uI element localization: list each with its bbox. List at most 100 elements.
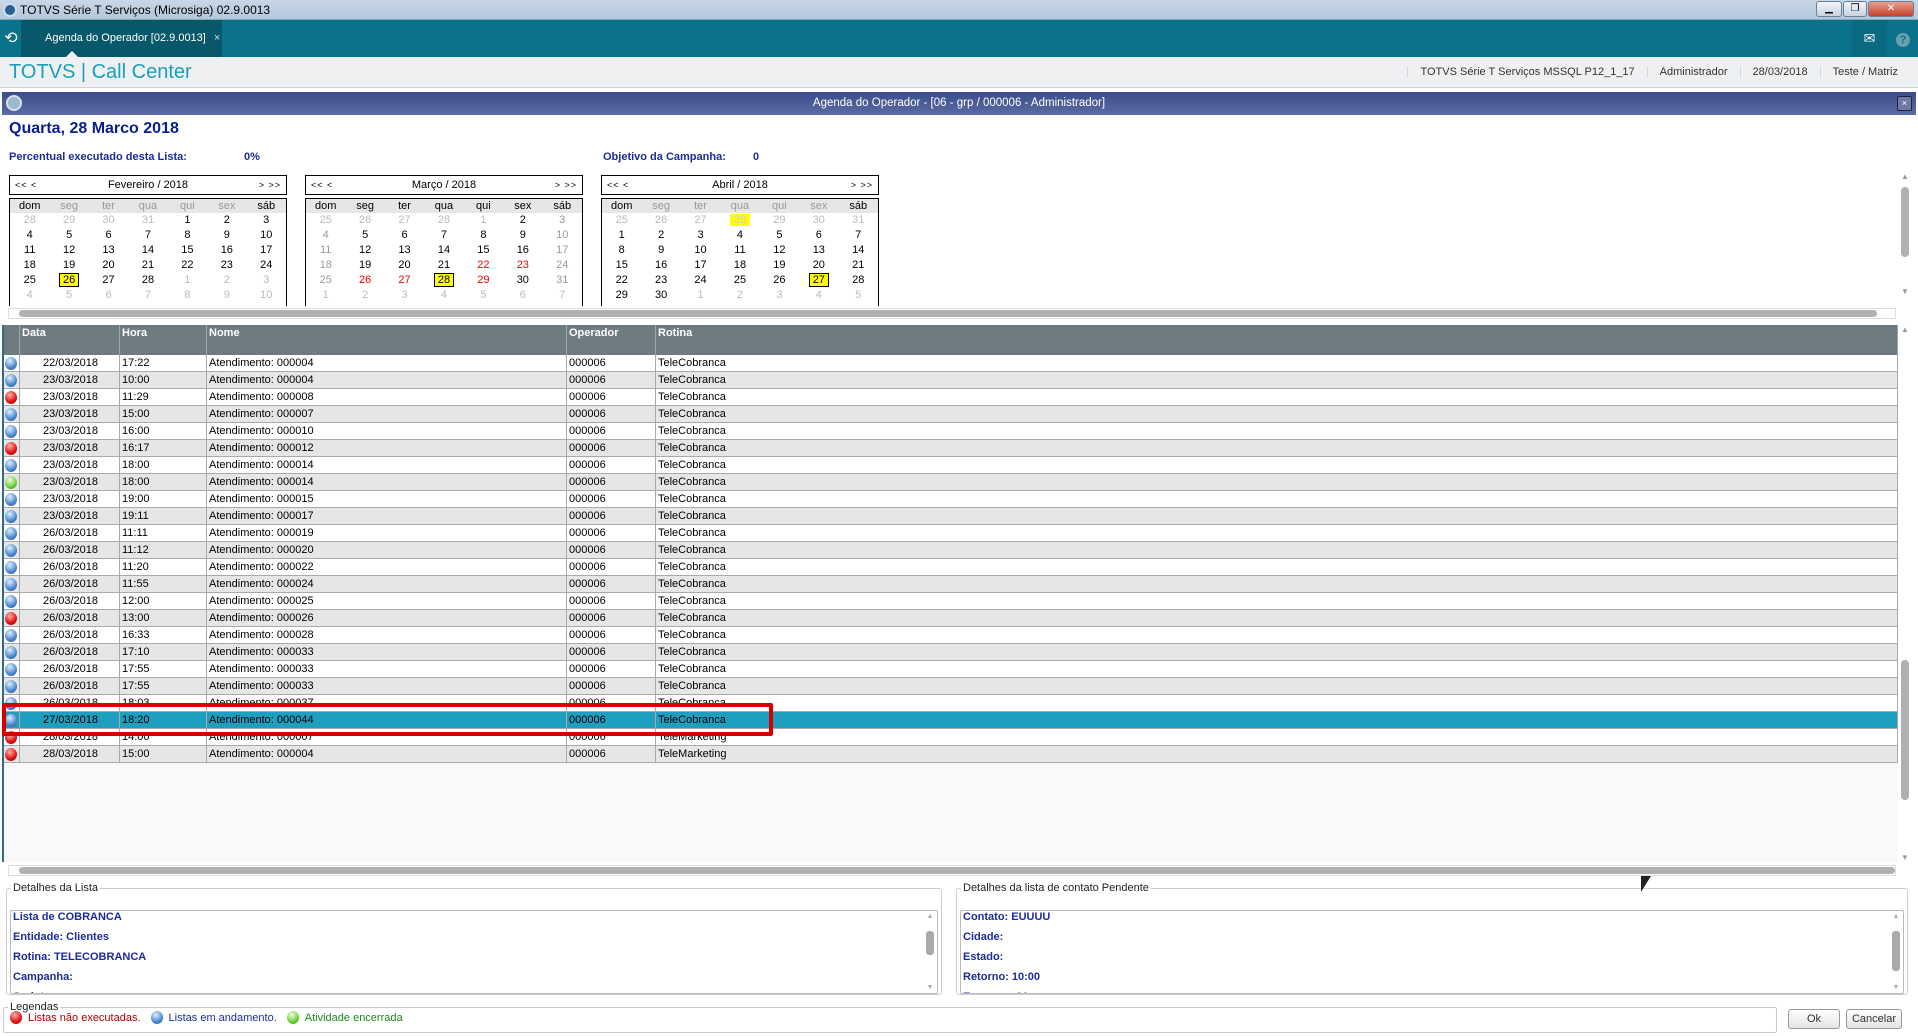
table-row[interactable]: 22/03/2018 17:22 Atendimento: 000004 000006…	[4, 355, 1898, 372]
calendar-day[interactable]: 16	[207, 243, 246, 258]
calendar-day[interactable]: 19	[345, 258, 384, 273]
calendar-day[interactable]: 21	[839, 258, 878, 273]
tab-agenda-operador[interactable]: Agenda do Operador [02.9.0013] ×	[21, 20, 222, 57]
calendar-day[interactable]: 1	[168, 213, 207, 228]
calendar-day[interactable]: 23	[641, 273, 680, 288]
column-header-status[interactable]	[4, 325, 20, 355]
calendar-day[interactable]: 18	[10, 258, 49, 273]
table-row[interactable]: 26/03/2018 17:55 Atendimento: 000033 000006…	[4, 661, 1898, 678]
table-row[interactable]: 23/03/2018 10:00 Atendimento: 000004 000006…	[4, 372, 1898, 389]
calendar-day[interactable]: 14	[839, 243, 878, 258]
table-row[interactable]: 23/03/2018 16:00 Atendimento: 000010 000006…	[4, 423, 1898, 440]
calendar-day[interactable]: 11	[720, 243, 759, 258]
calendar-vertical-scrollbar[interactable]: ▲ ▼	[1901, 172, 1909, 296]
calendar-day[interactable]: 4	[10, 288, 49, 303]
next-month-button[interactable]: >	[258, 180, 269, 190]
calendar-day[interactable]: 27	[385, 273, 424, 288]
calendar-day[interactable]: 15	[168, 243, 207, 258]
calendar-day[interactable]: 1	[464, 213, 503, 228]
calendar-day[interactable]: 22	[464, 258, 503, 273]
calendar-day[interactable]: 17	[247, 243, 286, 258]
calendar-day[interactable]: 3	[385, 288, 424, 303]
calendar-day[interactable]: 27	[89, 273, 128, 288]
calendar-day[interactable]: 28	[720, 213, 759, 228]
calendar-day[interactable]: 22	[602, 273, 641, 288]
calendar-day[interactable]: 30	[503, 273, 542, 288]
calendar-day[interactable]: 27	[681, 213, 720, 228]
calendar-day[interactable]: 4	[10, 228, 49, 243]
cancel-button[interactable]: Cancelar	[1846, 1009, 1902, 1029]
calendar-day[interactable]: 23	[207, 258, 246, 273]
table-vertical-scrollbar[interactable]: ▲ ▼	[1901, 325, 1909, 862]
table-row[interactable]: 26/03/2018 17:55 Atendimento: 000033 000006…	[4, 678, 1898, 695]
minimize-button[interactable]: ▁	[1816, 1, 1842, 17]
calendar-day[interactable]: 16	[641, 258, 680, 273]
calendar-day[interactable]: 17	[543, 243, 582, 258]
calendar-day[interactable]: 20	[385, 258, 424, 273]
calendar-day[interactable]: 12	[49, 243, 88, 258]
calendar-day[interactable]: 25	[306, 213, 345, 228]
column-header-data[interactable]: Data	[20, 325, 120, 355]
calendar-day[interactable]: 19	[760, 258, 799, 273]
calendar-day[interactable]: 6	[385, 228, 424, 243]
calendar-day[interactable]: 4	[306, 228, 345, 243]
table-row[interactable]: 26/03/2018 13:00 Atendimento: 000026 000006…	[4, 610, 1898, 627]
table-row[interactable]: 26/03/2018 12:00 Atendimento: 000025 000006…	[4, 593, 1898, 610]
table-row[interactable]: 26/03/2018 17:10 Atendimento: 000033 000006…	[4, 644, 1898, 661]
calendar-day[interactable]: 27	[799, 273, 838, 288]
calendar-day[interactable]: 9	[503, 228, 542, 243]
calendar-day[interactable]: 1	[168, 273, 207, 288]
column-header-operador[interactable]: Operador	[567, 325, 656, 355]
table-row[interactable]: 23/03/2018 18:00 Atendimento: 000014 000006…	[4, 474, 1898, 491]
calendar-day[interactable]: 6	[89, 288, 128, 303]
calendar-day[interactable]: 28	[424, 213, 463, 228]
calendar-day[interactable]: 31	[543, 273, 582, 288]
calendar-day[interactable]: 5	[464, 288, 503, 303]
calendar-day[interactable]: 8	[464, 228, 503, 243]
calendar-day[interactable]: 10	[247, 228, 286, 243]
table-row[interactable]: 26/03/2018 16:33 Atendimento: 000028 000006…	[4, 627, 1898, 644]
calendar-day[interactable]: 4	[424, 288, 463, 303]
calendar-day[interactable]: 13	[799, 243, 838, 258]
table-row[interactable]: 23/03/2018 18:00 Atendimento: 000014 000006…	[4, 457, 1898, 474]
calendar-day[interactable]: 5	[49, 288, 88, 303]
calendar-day[interactable]: 28	[424, 273, 463, 288]
next-year-button[interactable]: >>	[860, 180, 873, 190]
calendar-day[interactable]: 13	[89, 243, 128, 258]
prev-month-button[interactable]: <	[327, 180, 334, 190]
calendar-day[interactable]: 3	[681, 228, 720, 243]
calendar-day[interactable]: 5	[49, 228, 88, 243]
calendar-day[interactable]: 7	[424, 228, 463, 243]
help-icon[interactable]: ?	[1888, 20, 1918, 57]
table-row[interactable]: 26/03/2018 11:11 Atendimento: 000019 000006…	[4, 525, 1898, 542]
calendar-day[interactable]: 18	[306, 258, 345, 273]
calendar-day[interactable]: 23	[503, 258, 542, 273]
calendar-day[interactable]: 7	[543, 288, 582, 303]
calendar-day[interactable]: 26	[345, 273, 384, 288]
calendar-day[interactable]: 31	[128, 213, 167, 228]
calendar-day[interactable]: 30	[799, 213, 838, 228]
calendar-day[interactable]: 3	[247, 213, 286, 228]
calendar-day[interactable]: 2	[641, 228, 680, 243]
table-row[interactable]: 23/03/2018 15:00 Atendimento: 000007 000006…	[4, 406, 1898, 423]
calendar-day[interactable]: 21	[424, 258, 463, 273]
calendar-day[interactable]: 7	[839, 228, 878, 243]
calendar-day[interactable]: 8	[168, 288, 207, 303]
calendar-day[interactable]: 30	[89, 213, 128, 228]
table-row-selected[interactable]: 27/03/2018 18:20 Atendimento: 000044 000006…	[4, 712, 1898, 729]
next-month-button[interactable]: >	[850, 180, 861, 190]
prev-year-button[interactable]: <<	[311, 180, 328, 190]
calendar-day[interactable]: 2	[207, 273, 246, 288]
column-header-hora[interactable]: Hora	[120, 325, 207, 355]
calendar-day[interactable]: 28	[839, 273, 878, 288]
calendar-day[interactable]: 5	[839, 288, 878, 303]
calendar-day[interactable]: 5	[345, 228, 384, 243]
calendar-day[interactable]: 14	[424, 243, 463, 258]
calendar-day[interactable]: 7	[128, 288, 167, 303]
details-contact-scrollbar[interactable]: ▲ ▼	[1892, 913, 1900, 991]
calendar-day[interactable]: 19	[49, 258, 88, 273]
calendar-day[interactable]: 26	[641, 213, 680, 228]
calendar-day[interactable]: 29	[464, 273, 503, 288]
calendar-day[interactable]: 2	[345, 288, 384, 303]
calendar-day[interactable]: 20	[799, 258, 838, 273]
